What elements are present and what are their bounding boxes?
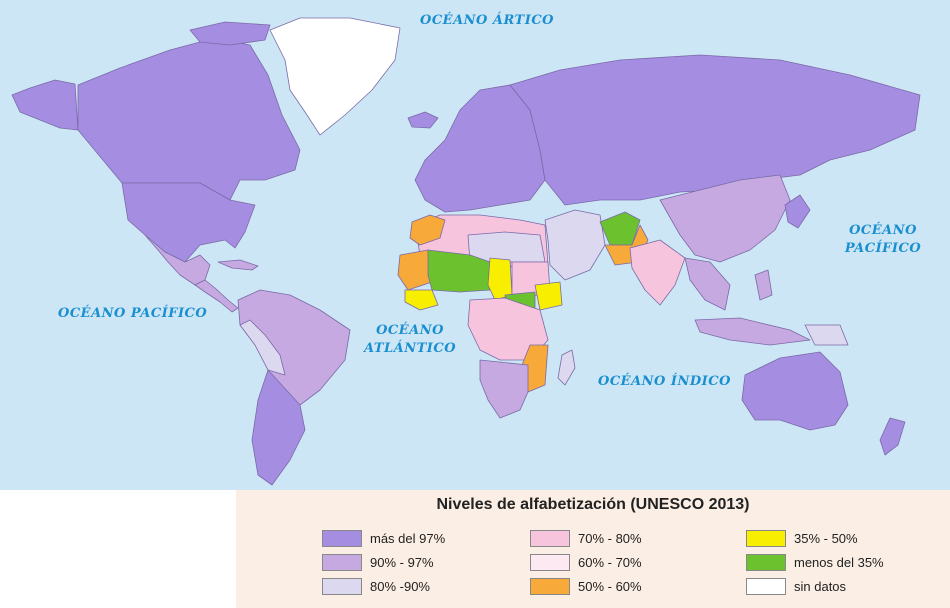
region-new-zealand xyxy=(879,417,906,456)
region-southeast-asia xyxy=(684,257,731,311)
legend-label: 80% -90% xyxy=(370,579,430,594)
legend-swatch xyxy=(746,578,786,595)
label-oceano-pacifico-este-line1: OCÉANO xyxy=(849,223,917,238)
legend-swatch xyxy=(530,578,570,595)
label-oceano-pacifico-este: OCÉANO PACÍFICO xyxy=(838,222,928,258)
legend-swatch xyxy=(746,554,786,571)
region-mauritania xyxy=(397,249,433,291)
label-oceano-atlantico: OCÉANO ATLÁNTICO xyxy=(360,322,460,358)
legend-label: sin datos xyxy=(794,579,847,594)
region-china xyxy=(659,174,791,263)
legend-swatch xyxy=(322,530,362,547)
region-alaska xyxy=(11,79,79,131)
region-iceland xyxy=(407,111,439,129)
region-afghanistan xyxy=(599,211,641,246)
legend-swatch xyxy=(322,554,362,571)
legend-label: más del 97% xyxy=(370,531,446,546)
region-philippines xyxy=(754,269,773,301)
region-ethiopia xyxy=(534,281,563,311)
label-oceano-pacifico-oeste: OCÉANO PACÍFICO xyxy=(58,306,208,321)
label-oceano-indico: OCÉANO ÍNDICO xyxy=(598,374,731,389)
world-map: OCÉANO ÁRTICO OCÉANO PACÍFICO OCÉANO ATL… xyxy=(0,0,950,490)
legend: Niveles de alfabetización (UNESCO 2013) … xyxy=(236,490,950,608)
label-oceano-atlantico-line2: ATLÁNTICO xyxy=(363,341,457,356)
region-madagascar xyxy=(557,349,576,386)
legend-label: 35% - 50% xyxy=(794,531,858,546)
region-japan xyxy=(784,194,811,229)
region-central-america xyxy=(194,279,239,313)
legend-swatch xyxy=(530,530,570,547)
region-usa xyxy=(121,182,256,263)
region-chad xyxy=(487,257,513,301)
region-indonesia xyxy=(694,317,811,346)
label-oceano-artico: OCÉANO ÁRTICO xyxy=(420,13,554,28)
region-canada xyxy=(77,37,301,201)
region-peru-bolivia xyxy=(239,319,286,376)
label-oceano-pacifico-este-line2: PACÍFICO xyxy=(844,241,922,256)
region-india xyxy=(629,239,686,306)
legend-swatch xyxy=(530,554,570,571)
region-morocco xyxy=(409,214,446,246)
legend-swatch xyxy=(746,530,786,547)
legend-label: 50% - 60% xyxy=(578,579,642,594)
region-middle-east xyxy=(544,209,606,281)
region-west-africa xyxy=(404,289,439,311)
region-south-america xyxy=(237,289,351,406)
region-caribbean xyxy=(217,259,259,271)
map-svg xyxy=(11,17,921,486)
legend-label: menos del 35% xyxy=(794,555,884,570)
legend-label: 90% - 97% xyxy=(370,555,434,570)
legend-title: Niveles de alfabetización (UNESCO 2013) xyxy=(436,496,750,513)
region-australia xyxy=(741,351,849,431)
region-sahel-low xyxy=(427,249,491,293)
region-mozambique xyxy=(521,344,549,393)
region-russia xyxy=(509,54,921,206)
legend-swatch xyxy=(322,578,362,595)
region-southern-africa xyxy=(479,359,529,419)
region-greenland xyxy=(269,17,401,136)
region-southern-cone xyxy=(251,369,306,486)
region-arctic-islands xyxy=(189,21,271,46)
region-papua xyxy=(804,324,849,346)
legend-label: 70% - 80% xyxy=(578,531,642,546)
legend-label: 60% - 70% xyxy=(578,555,642,570)
label-oceano-atlantico-line1: OCÉANO xyxy=(376,323,444,338)
region-libya-egypt xyxy=(467,231,546,263)
